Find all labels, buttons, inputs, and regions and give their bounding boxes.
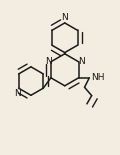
Text: N: N xyxy=(78,57,85,66)
Text: N: N xyxy=(14,89,21,98)
Text: N: N xyxy=(61,13,68,22)
Text: NH: NH xyxy=(91,73,104,82)
Text: N: N xyxy=(45,57,52,66)
